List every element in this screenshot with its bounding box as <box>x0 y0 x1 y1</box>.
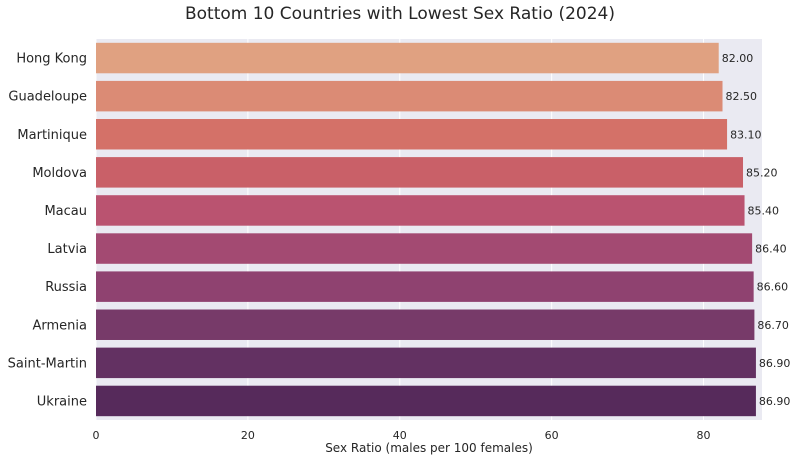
chart-title: Bottom 10 Countries with Lowest Sex Rati… <box>184 4 616 24</box>
y-tick-label: Martinique <box>17 128 87 143</box>
data-label: 82.50 <box>726 90 758 103</box>
data-label: 85.40 <box>748 204 780 217</box>
y-tick-label: Saint-Martin <box>8 356 87 371</box>
y-tick-label: Hong Kong <box>16 52 87 67</box>
data-label: 86.40 <box>755 243 787 256</box>
y-tick-label: Russia <box>45 280 87 295</box>
bar <box>96 119 728 150</box>
x-tick-label: 60 <box>545 429 559 442</box>
bar <box>96 385 756 417</box>
y-tick-label: Macau <box>44 204 87 219</box>
bar <box>96 42 719 74</box>
bar <box>96 157 744 188</box>
x-tick-label: 80 <box>697 429 711 442</box>
bar <box>96 309 755 340</box>
data-label: 85.20 <box>746 166 778 179</box>
x-axis-label: Sex Ratio (males per 100 females) <box>325 441 533 455</box>
bar <box>96 195 745 226</box>
data-label: 82.00 <box>722 52 754 65</box>
data-label: 86.70 <box>757 319 789 332</box>
data-label: 86.90 <box>759 395 791 408</box>
x-tick-label: 20 <box>241 429 255 442</box>
data-label: 83.10 <box>730 128 762 141</box>
bar <box>96 271 754 302</box>
bar <box>96 347 756 379</box>
x-tick-label: 40 <box>393 429 407 442</box>
y-tick-label: Guadeloupe <box>8 90 87 105</box>
y-tick-label: Latvia <box>47 242 87 257</box>
y-tick-label: Moldova <box>32 166 87 181</box>
x-tick-label: 0 <box>93 429 100 442</box>
y-tick-label: Ukraine <box>37 394 87 409</box>
y-tick-label: Armenia <box>33 318 88 333</box>
data-label: 86.60 <box>757 281 789 294</box>
data-label: 86.90 <box>759 357 791 370</box>
bar <box>96 80 723 112</box>
bar <box>96 233 753 264</box>
